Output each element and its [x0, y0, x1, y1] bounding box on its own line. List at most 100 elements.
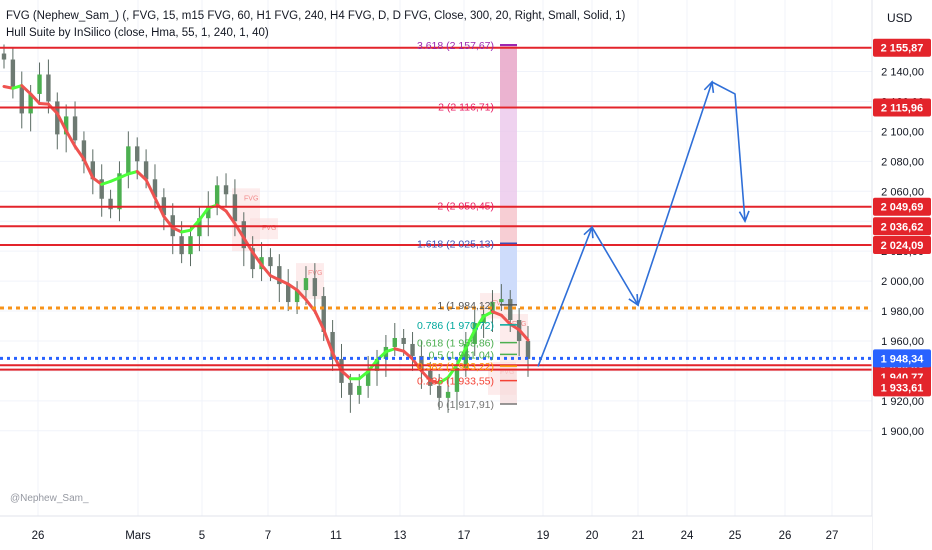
time-axis-tick-label: 11	[330, 530, 342, 542]
candle-body	[37, 74, 42, 94]
price-tag-level[interactable]	[873, 236, 931, 255]
fvg-zone-label: FVG	[244, 195, 258, 202]
fib-level-label: 3.618 (2 157,67)	[417, 40, 494, 52]
fib-level-label: 2 (2 050,45)	[437, 201, 494, 213]
hull-ma-segment	[189, 218, 201, 232]
price-tag-level-text: 2 115,96	[881, 102, 923, 114]
price-tag-level[interactable]	[873, 217, 931, 236]
price-tag-extra-text: 1 933,61	[881, 382, 924, 394]
hull-indicator-legend[interactable]: Hull Suite by InSilico (close, Hma, 55, …	[6, 27, 269, 39]
hull-ma-segment	[144, 178, 157, 200]
price-axis-tick-label: 2 100,00	[881, 126, 924, 138]
candle-body	[312, 278, 318, 297]
fib-zone-lilac	[500, 106, 517, 206]
candle-body	[463, 343, 469, 368]
candle-body	[410, 343, 415, 356]
hull-ma-segment	[224, 209, 237, 226]
price-tag-level[interactable]	[873, 197, 931, 216]
forecast-path[interactable]	[537, 81, 746, 367]
fvg-indicator-legend[interactable]: FVG (Nephew_Sam_) (, FVG, 15, m15 FVG, 6…	[6, 10, 626, 22]
hull-ma-segment	[357, 370, 370, 381]
candle-body	[241, 221, 246, 249]
candle-body	[277, 266, 282, 285]
fib-level-label: 0 (1 917,91)	[437, 399, 494, 411]
hull-ma-segment	[109, 176, 121, 183]
hull-ma-segment	[384, 347, 397, 354]
candle-body	[10, 59, 16, 87]
candle-body	[357, 385, 362, 395]
candle-body	[525, 340, 531, 359]
hull-ma-segment	[46, 102, 59, 115]
fib-level-label: 0.236 (1 933,55)	[417, 376, 494, 388]
candle-body	[206, 206, 211, 219]
hull-ma-segment	[322, 328, 335, 355]
candle-body	[365, 370, 371, 386]
fib-level-label: 2 (2 116,71)	[438, 101, 494, 113]
price-tag-level-text: 2 049,69	[881, 202, 924, 214]
hull-ma-segment	[393, 347, 406, 353]
candle-body	[348, 382, 353, 395]
currency-label[interactable]: USD	[887, 11, 913, 25]
forecast-arrowhead	[628, 294, 639, 307]
hull-ma-segment	[419, 369, 432, 382]
time-axis-tick-label: 26	[779, 530, 792, 542]
hull-ma-segment	[55, 111, 68, 133]
price-tag-level[interactable]	[873, 98, 931, 117]
forecast-arrowhead	[703, 80, 715, 93]
forecast-arrowhead	[738, 210, 750, 224]
price-axis-tick-label: 2 000,00	[881, 276, 924, 288]
candle-body	[454, 367, 460, 392]
author-watermark: @Nephew_Sam_	[10, 493, 89, 504]
fvg-zone-label: FVG	[262, 225, 276, 232]
candle-body	[445, 391, 451, 398]
candle-body	[143, 161, 149, 180]
hull-ma-segment	[295, 288, 308, 302]
hull-ma-segment	[446, 363, 459, 380]
candle-body	[436, 385, 442, 398]
hull-ma-segment	[260, 263, 272, 278]
time-axis-tick-label: 27	[826, 530, 839, 542]
hull-ma-segment	[135, 170, 148, 182]
candle-body	[63, 116, 69, 135]
price-tag-extra[interactable]	[873, 378, 931, 397]
candle-body	[117, 173, 122, 210]
price-tag-level-text: 2 024,09	[881, 240, 924, 252]
price-tag-current[interactable]	[873, 349, 931, 368]
candle-body	[81, 140, 87, 162]
fib-level-label: 1.618 (2 025,13)	[417, 238, 494, 250]
price-tag-level[interactable]	[873, 38, 931, 57]
hull-ma-segment	[117, 172, 130, 180]
candle-body	[90, 161, 96, 180]
candle-body	[152, 179, 158, 198]
time-axis-tick-label: 7	[265, 530, 271, 542]
fib-level-label: 0.5 (1 951,04)	[429, 349, 494, 361]
hull-ma-segment	[428, 378, 441, 385]
time-axis-tick-label: Mars	[125, 530, 151, 542]
candle-body	[108, 198, 113, 210]
hull-ma-segment	[277, 278, 290, 286]
time-axis-background	[0, 516, 872, 550]
price-axis-tick-label: 2 140,00	[881, 67, 924, 79]
candle-body	[19, 86, 24, 114]
hull-ma-segment	[499, 313, 512, 326]
time-axis-tick-label: 26	[32, 530, 45, 542]
candle-body	[1, 53, 7, 60]
candle-body	[401, 337, 406, 344]
fib-zone-bottom	[500, 366, 517, 404]
fib-zone-rose	[500, 205, 517, 244]
hull-ma-segment	[473, 314, 486, 332]
hull-ma-segment	[100, 179, 113, 186]
hull-ma-segment	[180, 228, 193, 234]
candle-body	[126, 146, 131, 174]
hull-ma-segment	[29, 92, 42, 106]
hull-ma-segment	[402, 349, 415, 361]
hull-ma-segment	[331, 351, 343, 373]
candle-body	[268, 257, 273, 267]
fib-level-label: 0.786 (1 970,72)	[417, 320, 494, 332]
hull-ma-segment	[455, 346, 468, 367]
candle-body	[499, 299, 504, 303]
candle-body	[490, 302, 495, 315]
candle-body	[286, 284, 291, 303]
candle-body	[46, 74, 51, 102]
